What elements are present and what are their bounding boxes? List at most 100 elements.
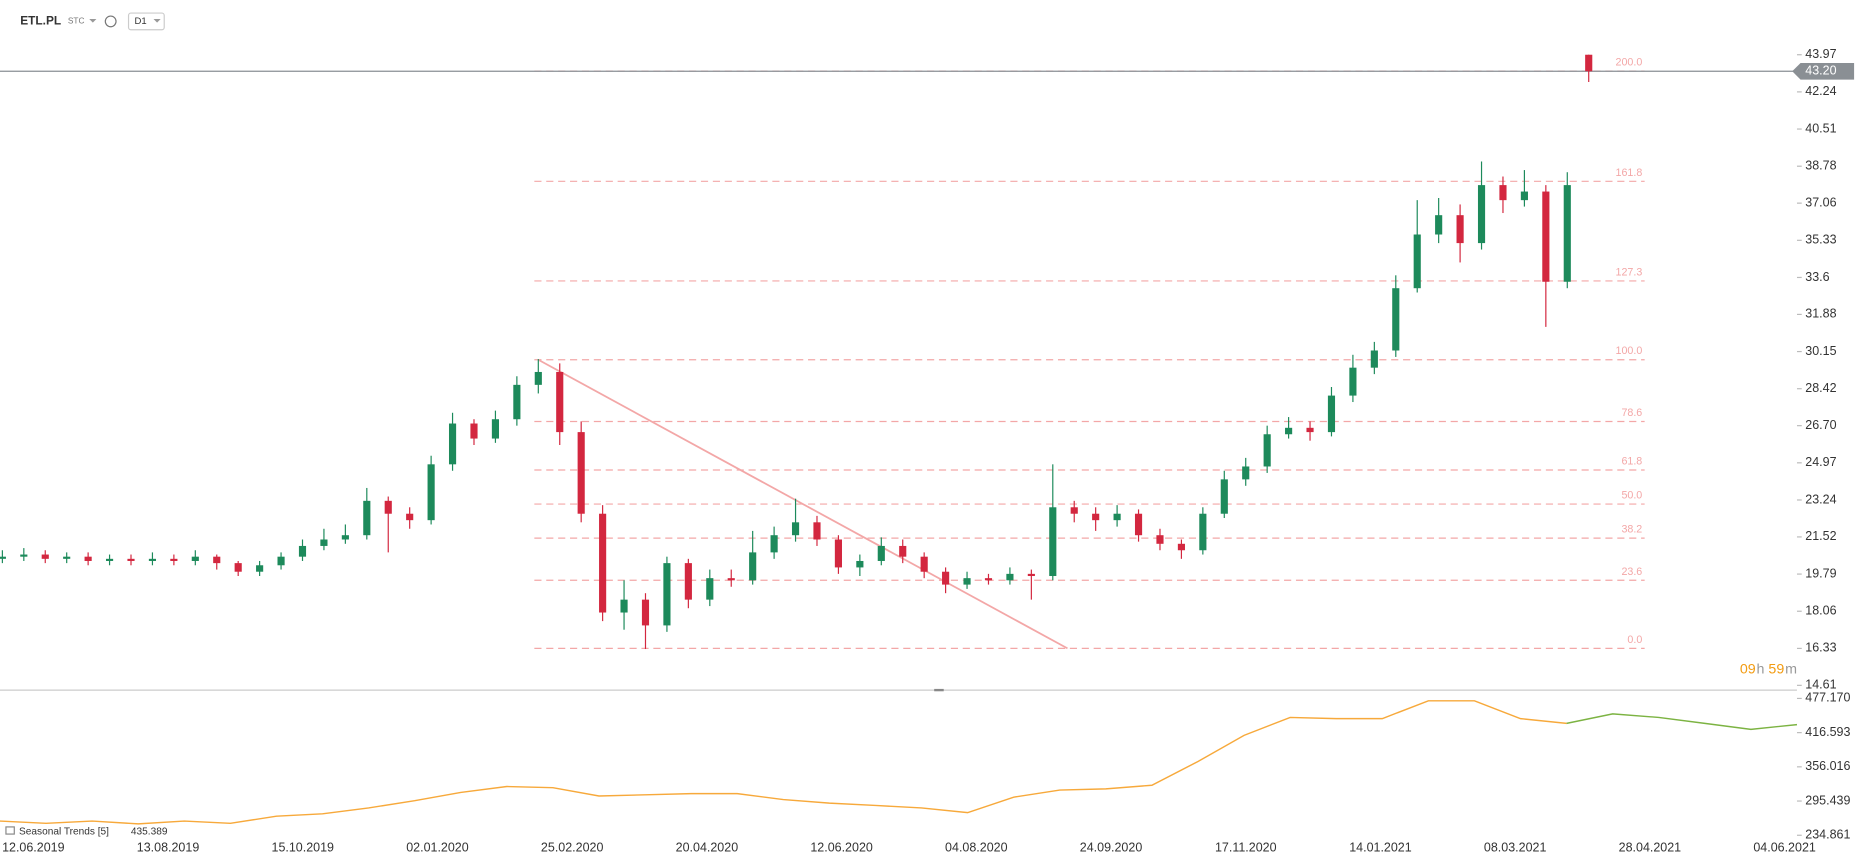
seasonal-line [0, 700, 1567, 825]
x-tick-label: 14.01.2021 [1349, 841, 1412, 855]
y-tick-label: 35.33 [1805, 233, 1836, 247]
candle-body [899, 545, 907, 557]
candle-body [706, 578, 714, 600]
y-tick-label: 416.593 [1805, 725, 1850, 739]
candle-body [1349, 367, 1357, 396]
y-tick-label: 18.06 [1805, 604, 1836, 618]
candle-body [1285, 427, 1293, 435]
candle-body [234, 563, 242, 572]
panel-handle[interactable] [934, 688, 944, 692]
candle-body [148, 558, 157, 561]
candle-body [1456, 215, 1464, 244]
candle-body [534, 371, 542, 385]
x-tick-label: 04.08.2020 [945, 841, 1008, 855]
y-tick-label: 26.70 [1805, 418, 1836, 432]
legend-icon[interactable] [5, 826, 15, 835]
candle-body [1070, 507, 1078, 514]
candle-body [470, 423, 478, 439]
fib-label: 50.0 [1621, 490, 1642, 502]
x-tick-label: 24.09.2020 [1080, 841, 1143, 855]
lower-legend-value: 435.389 [131, 826, 168, 837]
candle-body [1413, 234, 1421, 289]
candle-body [1242, 466, 1250, 480]
candle-body [641, 599, 650, 626]
x-tick-label: 28.04.2021 [1619, 841, 1682, 855]
candle-body [513, 384, 521, 420]
y-tick-label: 37.06 [1805, 195, 1836, 209]
candle-body [1585, 54, 1593, 72]
x-tick-label: 15.10.2019 [272, 841, 335, 855]
y-tick-label: 14.61 [1805, 678, 1836, 692]
candle-body [663, 563, 671, 626]
candle-body [1542, 191, 1550, 282]
seasonal-line [1566, 713, 1798, 731]
market[interactable]: STC [68, 16, 85, 26]
candle-body [341, 535, 349, 540]
candle-body [1220, 479, 1228, 514]
countdown-hours: 09 [1740, 662, 1756, 678]
y-tick-label: 43.97 [1805, 47, 1836, 61]
x-tick-label: 13.08.2019 [137, 841, 200, 855]
candle-body [599, 513, 607, 613]
candle-body [277, 556, 285, 566]
candle-body [1499, 185, 1507, 201]
y-tick-label: 38.78 [1805, 159, 1836, 173]
candle-body [1435, 215, 1443, 235]
info-icon[interactable] [104, 15, 117, 28]
candle-body [727, 578, 735, 581]
candle-body [320, 539, 328, 546]
candle-body [856, 560, 864, 568]
candle-body [577, 432, 585, 514]
candle-body [1049, 507, 1057, 577]
candle-body [770, 535, 778, 553]
fib-trend-line [537, 358, 1068, 650]
candle-body [491, 419, 500, 439]
interval[interactable]: D1 [134, 16, 146, 27]
candle-body [363, 500, 371, 536]
candle-body [963, 578, 971, 585]
fib-label: 78.6 [1621, 407, 1642, 419]
candle-body [749, 552, 757, 581]
x-tick-label: 20.04.2020 [676, 841, 739, 855]
market-caret[interactable] [89, 19, 97, 23]
y-tick-label: 23.24 [1805, 492, 1836, 506]
candle-body [170, 558, 178, 561]
candle-body [20, 554, 28, 557]
candle-body [1156, 535, 1164, 544]
countdown-minutes: 59 [1768, 662, 1784, 678]
y-tick-label: 16.33 [1805, 641, 1836, 655]
candle-body [1477, 185, 1486, 244]
x-tick-label: 12.06.2019 [2, 841, 65, 855]
candle-body [1327, 395, 1336, 433]
candle-body [1306, 427, 1314, 433]
candle-body [191, 556, 199, 561]
fib-label: 38.2 [1621, 524, 1642, 536]
y-tick-label: 295.439 [1805, 793, 1850, 807]
candle-body [791, 522, 800, 536]
x-tick-label: 12.06.2020 [810, 841, 873, 855]
candle-body [920, 556, 928, 572]
fib-label: 127.3 [1616, 266, 1643, 278]
x-tick-label: 25.02.2020 [541, 841, 604, 855]
y-tick-label: 33.6 [1805, 270, 1829, 284]
candle-body [877, 545, 885, 561]
candle-body [1392, 288, 1400, 351]
interval-dropdown[interactable] [127, 12, 165, 31]
y-tick-label: 31.88 [1805, 307, 1836, 321]
y-tick-label: 24.97 [1805, 455, 1836, 469]
candle-body [942, 571, 950, 585]
candle-body [384, 500, 392, 514]
countdown-h: h [1757, 662, 1765, 678]
candle-body [620, 599, 628, 613]
candle-body [813, 522, 821, 540]
last-price-box [1792, 62, 1855, 80]
fib-label: 0.0 [1627, 634, 1642, 646]
x-tick-label: 08.03.2021 [1484, 841, 1547, 855]
candle-body [63, 556, 71, 559]
fib-label: 200.0 [1616, 57, 1643, 69]
candle-body [684, 563, 692, 600]
candle-body [41, 554, 49, 559]
candle-body [105, 558, 114, 561]
y-tick-label: 21.52 [1805, 529, 1836, 543]
